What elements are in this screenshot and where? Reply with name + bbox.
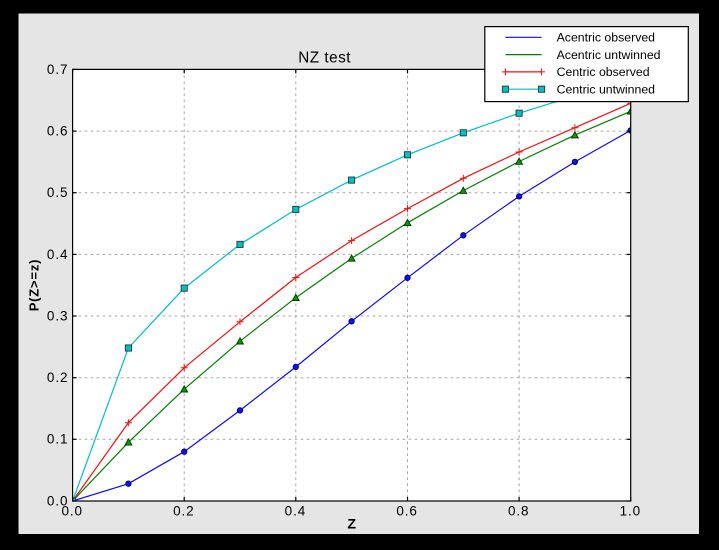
svg-text:P(Z>=z): P(Z>=z) bbox=[27, 259, 42, 312]
svg-text:Z: Z bbox=[347, 516, 356, 532]
svg-text:0.4: 0.4 bbox=[285, 503, 306, 518]
svg-text:0.0: 0.0 bbox=[61, 503, 82, 518]
svg-text:0.4: 0.4 bbox=[47, 247, 68, 262]
svg-text:0.7: 0.7 bbox=[47, 62, 68, 77]
svg-text:NZ test: NZ test bbox=[298, 49, 351, 66]
svg-text:1.0: 1.0 bbox=[620, 503, 641, 518]
svg-text:0.3: 0.3 bbox=[47, 308, 68, 323]
svg-text:Acentric untwinned: Acentric untwinned bbox=[557, 48, 661, 62]
svg-text:Acentric observed: Acentric observed bbox=[557, 31, 656, 45]
svg-text:0.2: 0.2 bbox=[173, 503, 194, 518]
svg-text:0.5: 0.5 bbox=[47, 185, 68, 200]
svg-text:0.6: 0.6 bbox=[47, 124, 68, 139]
svg-text:0.6: 0.6 bbox=[396, 503, 417, 518]
svg-text:0.0: 0.0 bbox=[47, 493, 68, 508]
svg-text:0.8: 0.8 bbox=[508, 503, 529, 518]
svg-text:0.2: 0.2 bbox=[47, 370, 68, 385]
svg-text:Centric observed: Centric observed bbox=[557, 65, 650, 79]
svg-text:0.1: 0.1 bbox=[47, 432, 68, 447]
svg-text:Centric untwinned: Centric untwinned bbox=[557, 82, 656, 96]
